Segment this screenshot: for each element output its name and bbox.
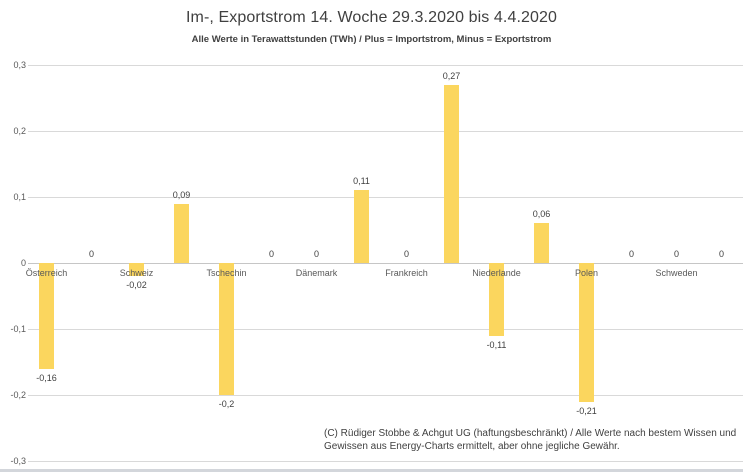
category-label: Österreich	[25, 268, 68, 278]
gridline	[28, 461, 743, 462]
bar-import	[174, 203, 189, 263]
bar-import	[354, 190, 369, 263]
category-label: Polen	[574, 268, 599, 278]
y-axis-tick-label: -0,2	[10, 390, 26, 400]
value-label: 0	[403, 249, 409, 259]
category-label: Dänemark	[295, 268, 338, 278]
bar-export	[129, 263, 144, 277]
value-label: 0	[718, 249, 724, 259]
value-label: -0,11	[486, 339, 507, 350]
y-axis-tick-label: -0,1	[10, 324, 26, 334]
gridline	[28, 197, 743, 198]
y-axis-tick-label: 0	[20, 258, 26, 268]
gridline	[28, 131, 743, 132]
y-axis-tick-label: 0,3	[13, 60, 26, 70]
copyright-line-2: Gewissen aus Energy-Charts ermittelt, ab…	[324, 441, 620, 452]
gridline	[28, 329, 743, 330]
bar-import	[534, 223, 549, 263]
value-label: -0,2	[218, 399, 235, 409]
category-label: Tschechin	[206, 268, 247, 278]
value-label: -0,16	[36, 372, 57, 383]
bar-export	[579, 263, 594, 402]
category-label: Niederlande	[472, 268, 521, 278]
value-label: 0	[673, 249, 679, 259]
value-label: 0,27	[442, 70, 461, 81]
value-label: -0,21	[576, 405, 597, 416]
category-label: Schweden	[655, 268, 698, 278]
gridline	[28, 65, 743, 66]
chart-title: Im-, Exportstrom 14. Woche 29.3.2020 bis…	[185, 9, 558, 26]
value-label: 0	[268, 249, 274, 259]
value-label: 0	[313, 249, 319, 259]
value-label: 0,11	[353, 176, 370, 187]
category-label: Schweiz	[119, 268, 154, 278]
value-label: -0,02	[126, 280, 147, 291]
y-axis-tick-label: 0,2	[13, 126, 26, 136]
bar-export	[219, 263, 234, 395]
value-label: 0	[628, 249, 634, 259]
value-label: 0,09	[172, 189, 191, 200]
bar-export	[39, 263, 54, 369]
chart-subtitle: Alle Werte in Terawattstunden (TWh) / Pl…	[191, 34, 552, 45]
bar-import	[444, 84, 459, 263]
window-bottom-border	[0, 469, 743, 472]
plot-area: Österreich -0,16 0 Schweiz -0,02 0,09 Tschechi…	[26, 65, 743, 462]
category-label: Frankreich	[385, 268, 428, 278]
value-label: 0	[88, 249, 94, 259]
bar-export	[489, 263, 504, 336]
copyright-note: (C) Rüdiger Stobbe & Achgut UG (haftungs…	[324, 427, 736, 453]
y-axis-tick-label: 0,1	[13, 192, 26, 202]
copyright-line-1: (C) Rüdiger Stobbe & Achgut UG (haftungs…	[324, 428, 737, 439]
y-axis-tick-label: -0,3	[10, 456, 26, 466]
gridline	[28, 395, 743, 396]
value-label: 0,06	[532, 209, 551, 220]
x-axis-line	[28, 263, 743, 264]
